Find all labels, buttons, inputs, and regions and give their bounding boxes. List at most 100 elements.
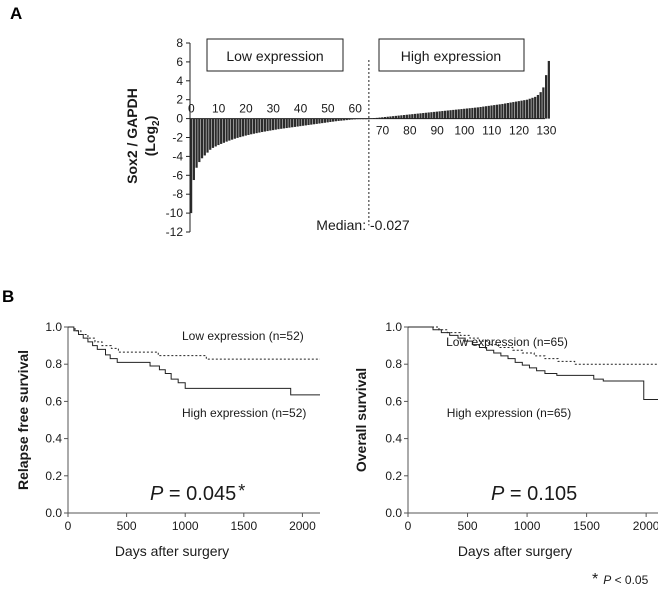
- waterfall-bar: [301, 118, 305, 126]
- waterfall-y-tick-label: -12: [166, 225, 184, 239]
- waterfall-bar: [394, 115, 398, 119]
- os-y-tick-label: 1.0: [385, 320, 402, 334]
- waterfall-bar: [531, 97, 534, 119]
- waterfall-bar: [277, 118, 280, 130]
- waterfall-y-label-main: Sox2 / GAPDH: [124, 88, 140, 184]
- waterfall-bar: [468, 108, 471, 119]
- waterfall-bar: [504, 103, 507, 119]
- waterfall-y-tick-label: -2: [172, 131, 183, 145]
- waterfall-y-tick-label: 6: [176, 55, 183, 69]
- median-label: Median: -0.027: [316, 217, 410, 233]
- footnote-p: P: [603, 573, 611, 587]
- waterfall-bar: [474, 107, 477, 119]
- waterfall-bar: [509, 102, 512, 119]
- waterfall-bar: [512, 102, 515, 119]
- os-curve-high: [408, 326, 658, 401]
- waterfall-bar: [413, 113, 417, 119]
- waterfall-bar: [348, 118, 351, 120]
- waterfall-bar: [389, 116, 392, 119]
- waterfall-bar: [337, 118, 340, 121]
- os-curves: [408, 326, 658, 401]
- waterfall-bar: [304, 118, 307, 126]
- os-x-tick-label: 1500: [573, 519, 600, 533]
- waterfall-bar: [252, 118, 256, 134]
- waterfall-bar: [528, 98, 531, 119]
- waterfall-x-tick-label: 10: [212, 102, 226, 116]
- waterfall-bar: [463, 108, 466, 119]
- rfs-x-tick-label: 500: [117, 519, 137, 533]
- waterfall-bar: [321, 118, 324, 124]
- os-x-label: Days after surgery: [458, 543, 572, 559]
- os-curve-low: [408, 326, 658, 365]
- rfs-y-tick-label: 0.2: [45, 469, 62, 483]
- waterfall-bar: [200, 118, 204, 159]
- waterfall-bar: [222, 118, 225, 143]
- waterfall-bar: [342, 118, 346, 121]
- waterfall-bar: [315, 118, 318, 124]
- waterfall-bar: [484, 106, 488, 119]
- waterfall-bar: [250, 118, 253, 135]
- rfs-x-tick-label: 1000: [172, 519, 199, 533]
- os-y-tick-label: 0.0: [385, 506, 402, 520]
- waterfall-bar: [329, 118, 332, 123]
- waterfall-bar: [271, 118, 275, 131]
- waterfall-bar: [195, 118, 198, 168]
- waterfall-x-tick-label: 80: [403, 124, 417, 138]
- waterfall-bar: [539, 92, 542, 119]
- waterfall-bar: [323, 118, 327, 123]
- waterfall-x-tick-label: 50: [321, 102, 335, 116]
- waterfall-y-tick-label: 8: [176, 36, 183, 50]
- waterfall-bar: [536, 94, 540, 119]
- waterfall-bar: [419, 113, 422, 119]
- waterfall-bar: [198, 118, 201, 163]
- rfs-low-label: Low expression (n=52): [182, 329, 304, 343]
- km-overall-survival-chart: 0.0 0.2 0.4 0.6 0.8 1.0 0 500 1000 1500 2000 Low e…: [353, 320, 658, 559]
- panel-label-a: A: [10, 4, 22, 23]
- waterfall-bar: [192, 118, 195, 181]
- waterfall-y-label-unit: (Log2): [142, 116, 162, 157]
- waterfall-bar: [490, 105, 493, 119]
- rfs-x-tick-label: 0: [65, 519, 72, 533]
- os-axes: 0.0 0.2 0.4 0.6 0.8 1.0 0 500 1000 1500 2000: [385, 320, 658, 533]
- waterfall-y-tick-label: -6: [172, 168, 183, 182]
- os-y-tick-label: 0.4: [385, 432, 402, 446]
- rfs-p-number: = 0.045: [163, 483, 236, 505]
- waterfall-x-tick-label: 30: [267, 102, 281, 116]
- waterfall-bar: [435, 111, 438, 119]
- waterfall-bar: [457, 109, 460, 119]
- waterfall-y-tick-label: 0: [176, 112, 183, 126]
- waterfall-bar: [236, 118, 239, 138]
- rfs-x-tick-label: 1500: [230, 519, 257, 533]
- os-x-tick-label: 2000: [633, 519, 658, 533]
- waterfall-bar: [542, 87, 545, 119]
- waterfall-bar: [501, 103, 504, 119]
- waterfall-bar: [386, 116, 389, 119]
- waterfall-x-tick-label: 0: [188, 102, 195, 116]
- waterfall-bar: [433, 111, 436, 119]
- waterfall-x-ticks: 0 10 20 30 40 50 60 70 80 90 100 110 120 130: [188, 102, 557, 138]
- rfs-p-prefix: P: [150, 483, 164, 505]
- rfs-significance-star: *: [238, 481, 245, 501]
- waterfall-bar: [523, 100, 526, 119]
- waterfall-bar: [520, 100, 523, 119]
- waterfall-bar: [403, 115, 406, 119]
- high-expression-box: [378, 38, 525, 72]
- waterfall-bar: [408, 114, 411, 119]
- waterfall-bar: [214, 118, 217, 147]
- waterfall-bar: [381, 117, 384, 119]
- waterfall-bar: [269, 118, 272, 131]
- waterfall-y-label: Sox2 / GAPDH: [124, 88, 140, 184]
- waterfall-bar: [547, 60, 550, 119]
- waterfall-bar: [506, 103, 509, 119]
- rfs-high-label: High expression (n=52): [182, 406, 306, 420]
- waterfall-x-tick-label: 20: [239, 102, 253, 116]
- waterfall-bar: [261, 118, 264, 133]
- waterfall-bar: [405, 114, 408, 119]
- waterfall-x-tick-label: 120: [509, 124, 529, 138]
- waterfall-bar: [454, 109, 458, 119]
- km-relapse-free-chart: 0.0 0.2 0.4 0.6 0.8 1.0 0 500 1000 1500 2000 Low e…: [15, 320, 320, 559]
- os-high-label: High expression (n=65): [447, 406, 571, 420]
- waterfall-bar: [225, 118, 228, 142]
